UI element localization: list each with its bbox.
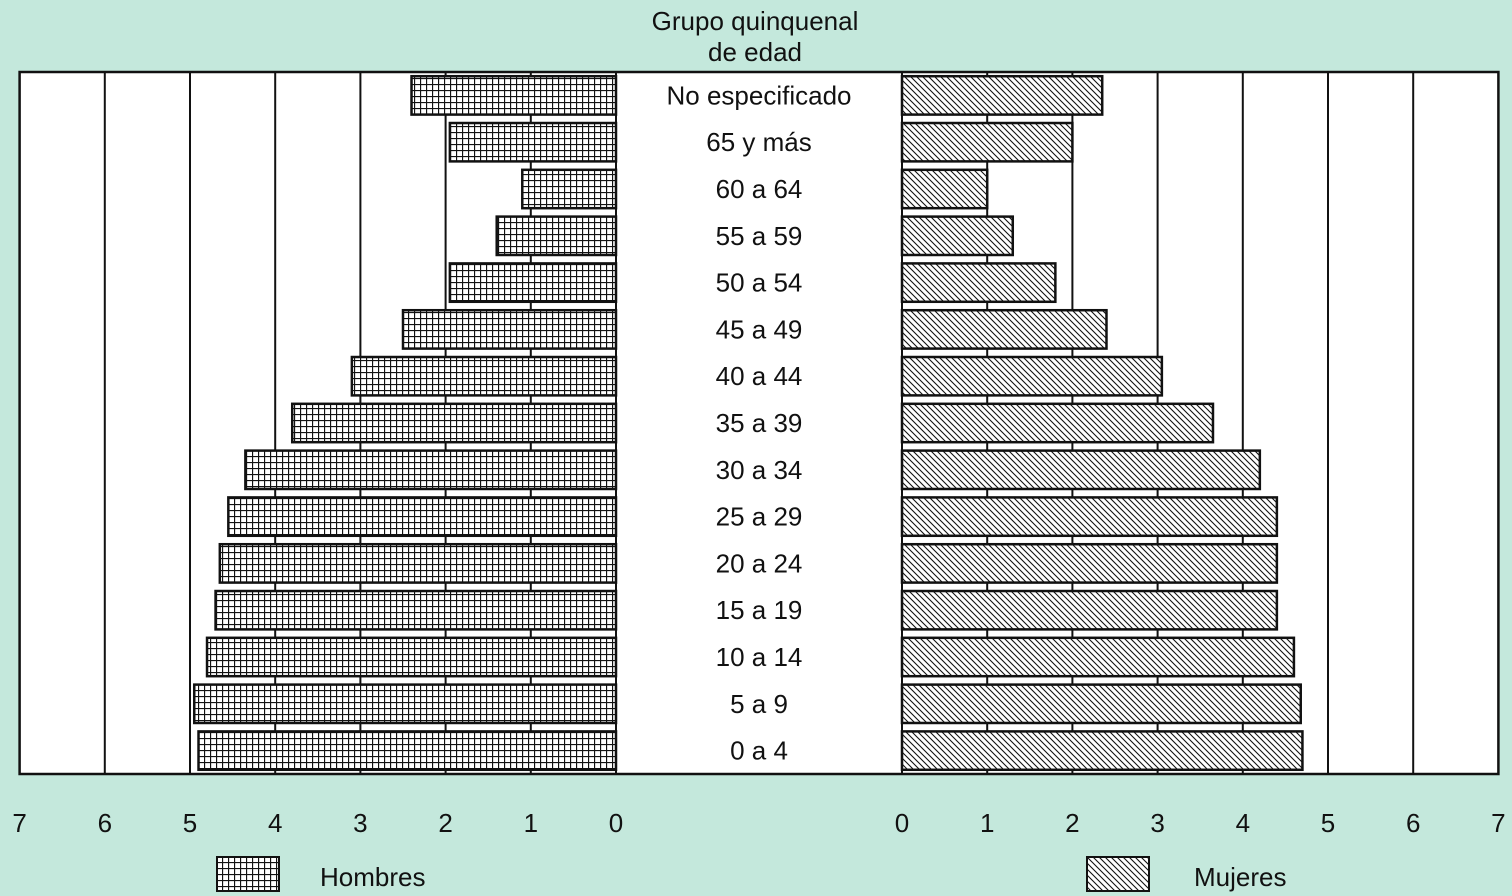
- x-tick-hombres-7: 7: [12, 808, 26, 838]
- bar-mujeres-65-y-mas: [900, 121, 1074, 163]
- center-axis-title: Grupo quinquenal de edad: [605, 6, 905, 68]
- bar-hombres-15-a-19: [214, 589, 618, 631]
- bar-mujeres-0-a-4: [900, 730, 1304, 772]
- category-label-10-a-14: 10 a 14: [716, 642, 803, 672]
- legend-swatch-mujeres: [1086, 856, 1150, 892]
- bar-hombres-40-a-44: [350, 355, 618, 397]
- x-tick-mujeres-6: 6: [1406, 808, 1420, 838]
- category-label-15-a-19: 15 a 19: [716, 595, 803, 625]
- x-tick-mujeres-7: 7: [1491, 808, 1505, 838]
- legend-label-mujeres: Mujeres: [1194, 862, 1287, 892]
- bar-hombres-55-a-59: [495, 215, 618, 257]
- x-tick-mujeres-0: 0: [895, 808, 909, 838]
- bar-mujeres-20-a-24: [900, 542, 1279, 584]
- bar-hombres-no-especificado: [410, 74, 618, 116]
- category-label-20-a-24: 20 a 24: [716, 548, 803, 578]
- x-tick-mujeres-2: 2: [1065, 808, 1079, 838]
- category-label-5-a-9: 5 a 9: [730, 689, 788, 719]
- bar-hombres-45-a-49: [401, 308, 618, 350]
- bar-mujeres-no-especificado: [900, 74, 1104, 116]
- x-tick-hombres-2: 2: [438, 808, 452, 838]
- bar-mujeres-60-a-64: [900, 168, 989, 210]
- category-label-0-a-4: 0 a 4: [730, 736, 788, 766]
- legend-swatch-hombres: [216, 856, 280, 892]
- bar-mujeres-35-a-39: [900, 402, 1215, 444]
- bar-mujeres-5-a-9: [900, 683, 1302, 725]
- bar-hombres-65-y-mas: [448, 121, 618, 163]
- x-tick-hombres-0: 0: [609, 808, 623, 838]
- bar-mujeres-50-a-54: [900, 262, 1057, 304]
- bar-hombres-10-a-14: [205, 636, 618, 678]
- x-tick-hombres-5: 5: [183, 808, 197, 838]
- bar-hombres-0-a-4: [197, 730, 618, 772]
- category-label-45-a-49: 45 a 49: [716, 314, 803, 344]
- category-label-35-a-39: 35 a 39: [716, 408, 803, 438]
- bar-hombres-35-a-39: [290, 402, 618, 444]
- plot-frame: [18, 70, 1500, 776]
- category-label-no-especificado: No especificado: [667, 80, 852, 110]
- bar-mujeres-40-a-44: [900, 355, 1164, 397]
- bar-hombres-20-a-24: [218, 542, 618, 584]
- x-tick-hombres-1: 1: [524, 808, 538, 838]
- bar-hombres-30-a-34: [244, 449, 618, 491]
- category-label-55-a-59: 55 a 59: [716, 221, 803, 251]
- x-tick-hombres-6: 6: [98, 808, 112, 838]
- category-label-50-a-54: 50 a 54: [716, 268, 803, 298]
- x-tick-mujeres-3: 3: [1150, 808, 1164, 838]
- category-label-30-a-34: 30 a 34: [716, 455, 803, 485]
- category-label-25-a-29: 25 a 29: [716, 502, 803, 532]
- x-tick-mujeres-4: 4: [1236, 808, 1250, 838]
- x-tick-mujeres-5: 5: [1321, 808, 1335, 838]
- bar-hombres-5-a-9: [193, 683, 618, 725]
- bar-hombres-60-a-64: [521, 168, 618, 210]
- category-label-40-a-44: 40 a 44: [716, 361, 803, 391]
- bar-mujeres-45-a-49: [900, 308, 1108, 350]
- bar-mujeres-10-a-14: [900, 636, 1296, 678]
- bar-mujeres-15-a-19: [900, 589, 1279, 631]
- category-label-65-y-mas: 65 y más: [706, 127, 812, 157]
- x-tick-hombres-4: 4: [268, 808, 282, 838]
- bar-mujeres-25-a-29: [900, 496, 1279, 538]
- center-title-line2: de edad: [708, 37, 802, 67]
- category-label-60-a-64: 60 a 64: [716, 174, 803, 204]
- x-tick-mujeres-1: 1: [980, 808, 994, 838]
- bar-hombres-50-a-54: [448, 262, 618, 304]
- bar-mujeres-30-a-34: [900, 449, 1262, 491]
- center-title-line1: Grupo quinquenal: [651, 6, 859, 36]
- x-tick-hombres-3: 3: [353, 808, 367, 838]
- bar-mujeres-55-a-59: [900, 215, 1015, 257]
- legend-label-hombres: Hombres: [320, 862, 426, 892]
- bar-hombres-25-a-29: [227, 496, 618, 538]
